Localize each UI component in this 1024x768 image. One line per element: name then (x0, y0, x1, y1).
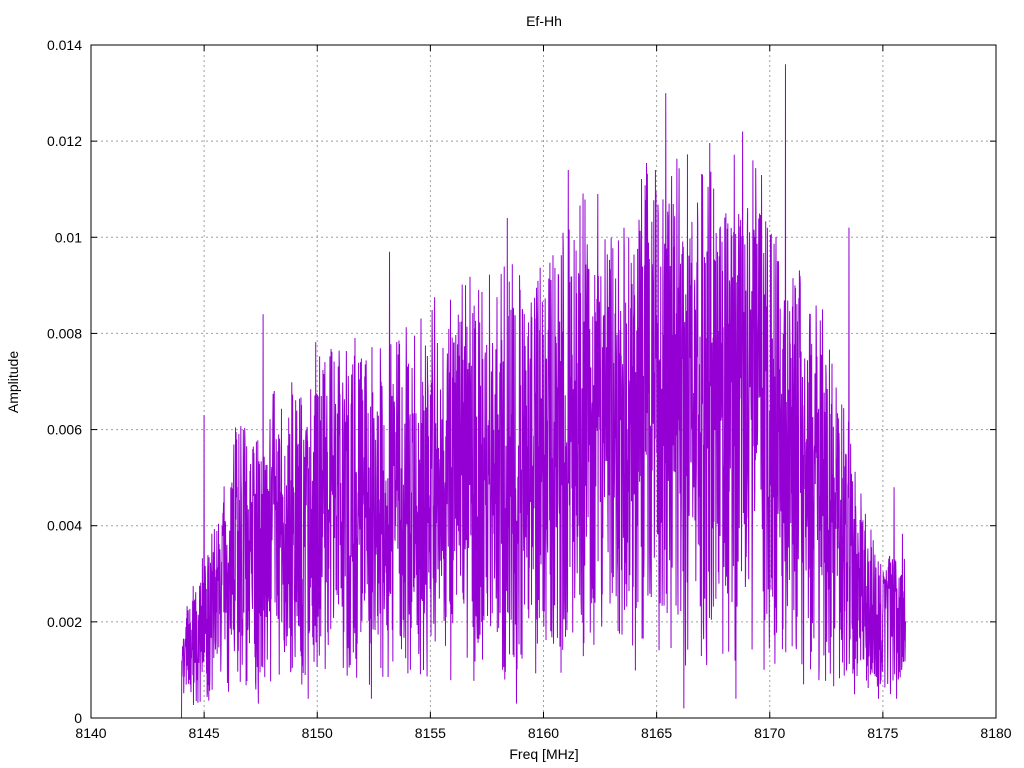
y-tick-label: 0.012 (47, 133, 82, 149)
x-tick-label: 8165 (641, 725, 672, 741)
x-tick-label: 8175 (867, 725, 898, 741)
axis-ticks (90, 44, 997, 719)
x-tick-label: 8145 (189, 725, 220, 741)
y-tick-label: 0.004 (47, 518, 82, 534)
series-line (181, 64, 906, 719)
y-tick-label: 0.006 (47, 422, 82, 438)
y-tick-label: 0 (74, 710, 82, 726)
x-tick-label: 8180 (980, 725, 1011, 741)
x-tick-label: 8170 (754, 725, 785, 741)
x-tick-label: 8155 (415, 725, 446, 741)
y-tick-labels: 0 0.002 0.004 0.006 0.008 0.01 0.012 0.014 (47, 37, 82, 726)
x-tick-label: 8140 (75, 725, 106, 741)
y-tick-label: 0.014 (47, 37, 82, 53)
y-tick-label: 0.008 (47, 325, 82, 341)
x-tick-label: 8150 (302, 725, 333, 741)
y-tick-label: 0.01 (55, 229, 82, 245)
y-axis-label: Amplitude (5, 351, 21, 413)
x-axis-label: Freq [MHz] (509, 746, 578, 762)
x-tick-labels: 8140 8145 8150 8155 8160 8165 8170 8175 8180 (75, 725, 1011, 741)
signal-series (181, 64, 906, 719)
chart-title: Ef-Hh (526, 13, 562, 29)
x-tick-label: 8160 (528, 725, 559, 741)
y-tick-label: 0.002 (47, 614, 82, 630)
